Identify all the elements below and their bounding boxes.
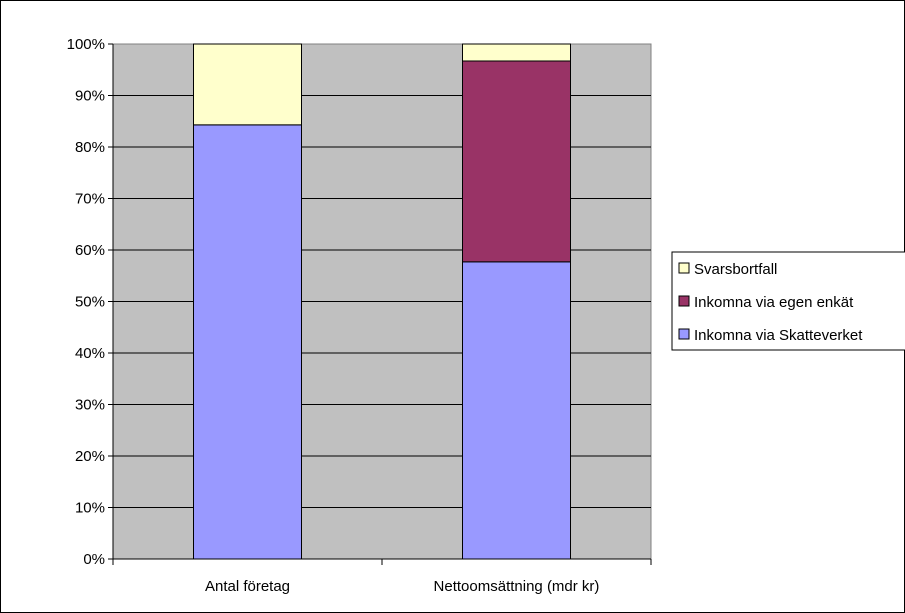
y-tick-label: 40% bbox=[75, 345, 105, 362]
legend-swatch-skatteverket bbox=[678, 328, 690, 340]
legend-label-svarsbortfall: Svarsbortfall bbox=[694, 261, 777, 278]
legend-swatch-egen-enkat bbox=[678, 295, 690, 307]
bar-segment bbox=[462, 60, 571, 263]
x-category-label: Antal företag bbox=[205, 578, 290, 595]
x-category-label: Nettoomsättning (mdr kr) bbox=[434, 578, 600, 595]
y-tick-label: 10% bbox=[75, 500, 105, 517]
y-tick-label: 90% bbox=[75, 88, 105, 105]
y-tick-label: 100% bbox=[67, 36, 105, 53]
y-tick-label: 30% bbox=[75, 397, 105, 414]
legend-swatch-svarsbortfall bbox=[678, 262, 690, 274]
bars bbox=[193, 43, 571, 560]
legend-box bbox=[671, 251, 905, 351]
legend-label-egen-enkat: Inkomna via egen enkät bbox=[694, 294, 854, 311]
y-tick-label: 60% bbox=[75, 242, 105, 259]
bar-segment bbox=[462, 43, 571, 62]
y-tick-label: 20% bbox=[75, 448, 105, 465]
y-tick-label: 50% bbox=[75, 294, 105, 311]
legend-label-skatteverket: Inkomna via Skatteverket bbox=[694, 327, 863, 344]
y-tick-label: 70% bbox=[75, 191, 105, 208]
bar-segment bbox=[462, 261, 571, 560]
x-axis: Antal företag Nettoomsättning (mdr kr) bbox=[112, 558, 652, 595]
y-axis: 0% 10% 20% 30% 40% 50% 60% 70% 80% 90% 100% bbox=[67, 36, 114, 568]
legend: Svarsbortfall Inkomna via egen enkät Ink… bbox=[671, 251, 905, 351]
bar-segment bbox=[193, 124, 302, 560]
y-tick-label: 80% bbox=[75, 139, 105, 156]
y-tick-label: 0% bbox=[83, 551, 105, 568]
bar-segment bbox=[193, 43, 302, 126]
